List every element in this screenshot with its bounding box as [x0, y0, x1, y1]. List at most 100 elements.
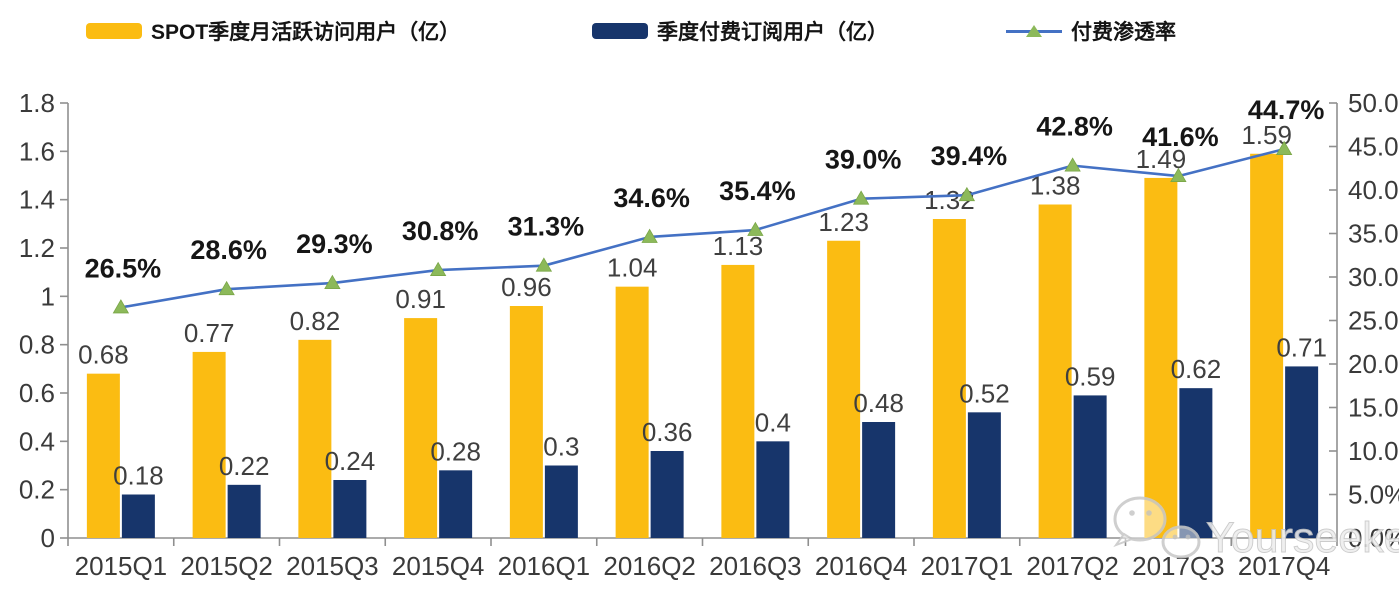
marker-penetration-2017Q1 [958, 186, 976, 202]
bar-mau-2016Q1 [509, 306, 543, 538]
right-axis-tick-label: 0.0% [1348, 523, 1399, 553]
bar-mau-2015Q1 [86, 373, 120, 538]
bar-subs-2017Q4 [1285, 366, 1319, 538]
label-penetration-2016Q3: 35.4% [719, 176, 796, 206]
label-subs-2017Q1: 0.52 [959, 378, 1010, 408]
marker-penetration-2015Q2 [218, 280, 235, 296]
x-axis-label-2017Q4: 2017Q4 [1238, 551, 1331, 581]
subs-swatch-icon [592, 23, 648, 39]
label-mau-2015Q3: 0.82 [290, 306, 341, 336]
label-subs-2016Q3: 0.4 [755, 407, 791, 437]
mau-swatch-icon [86, 23, 142, 39]
marker-penetration-2017Q2 [1064, 157, 1081, 172]
label-subs-2017Q3: 0.62 [1171, 354, 1222, 384]
x-axis-label-2015Q2: 2015Q2 [180, 551, 273, 581]
left-axis-tick-label: 0 [41, 523, 55, 553]
legend-item-penetration: 付费渗透率 [1006, 8, 1176, 54]
label-mau-2015Q2: 0.77 [184, 318, 235, 348]
right-axis-tick-label: 40.0% [1348, 175, 1399, 205]
left-axis-tick-label: 0.6 [19, 378, 55, 408]
label-penetration-2015Q4: 30.8% [402, 216, 479, 246]
wechat-icon-eye [1129, 510, 1135, 516]
label-subs-2016Q4: 0.48 [853, 388, 904, 418]
label-mau-2016Q4: 1.23 [818, 207, 869, 237]
x-axis-label-2015Q1: 2015Q1 [75, 551, 168, 581]
left-axis-tick-label: 1.2 [19, 233, 55, 263]
x-axis-label-2015Q4: 2015Q4 [392, 551, 485, 581]
label-penetration-2015Q2: 28.6% [190, 235, 267, 265]
wechat-icon [1113, 496, 1167, 542]
bar-subs-2015Q2 [227, 484, 261, 538]
label-mau-2016Q2: 1.04 [607, 253, 658, 283]
line-marker-icon [1006, 23, 1062, 39]
right-axis-tick-label: 10.0% [1348, 436, 1399, 466]
bar-mau-2015Q2 [192, 351, 226, 538]
label-penetration-2016Q4: 39.0% [825, 145, 902, 175]
label-subs-2015Q3: 0.24 [325, 446, 376, 476]
label-penetration-2016Q1: 31.3% [508, 212, 585, 242]
bar-mau-2016Q2 [615, 286, 649, 538]
triangle-marker-icon [1026, 25, 1042, 37]
marker-penetration-2016Q2 [641, 228, 658, 243]
marker-penetration-2015Q1 [112, 299, 130, 314]
label-subs-2016Q1: 0.3 [543, 432, 579, 462]
bar-subs-2016Q2 [650, 451, 684, 538]
marker-penetration-2017Q4 [1275, 140, 1293, 156]
x-axis-label-2016Q1: 2016Q1 [498, 551, 591, 581]
label-penetration-2015Q3: 29.3% [296, 229, 373, 259]
marker-penetration-2016Q3 [747, 221, 764, 236]
watermark: Yourseeker [1113, 496, 1399, 562]
label-subs-2017Q4: 0.71 [1276, 332, 1327, 362]
wechat-icon-eye [1146, 510, 1152, 516]
label-mau-2015Q1: 0.68 [78, 340, 129, 370]
right-axis-tick-label: 35.0% [1348, 219, 1399, 249]
label-penetration-2017Q3: 41.6% [1142, 122, 1219, 152]
marker-penetration-2016Q4 [852, 190, 870, 205]
label-subs-2015Q2: 0.22 [219, 451, 270, 481]
right-axis-tick-label: 50.0% [1348, 88, 1399, 118]
legend: SPOT季度月活跃访问用户（亿） 季度付费订阅用户（亿） 付费渗透率 [0, 8, 1399, 54]
right-axis-tick-label: 15.0% [1348, 393, 1399, 423]
bar-subs-2017Q2 [1073, 395, 1107, 538]
left-axis-tick-label: 0.4 [19, 426, 55, 456]
label-mau-2015Q4: 0.91 [395, 284, 446, 314]
bar-subs-2016Q4 [862, 422, 896, 538]
bar-subs-2016Q1 [544, 465, 578, 538]
label-subs-2016Q2: 0.36 [642, 417, 693, 447]
right-axis-tick-label: 25.0% [1348, 306, 1399, 336]
wechat-icon-tail [1113, 532, 1135, 548]
right-axis-tick-label: 20.0% [1348, 349, 1399, 379]
bar-subs-2017Q3 [1179, 388, 1213, 538]
x-axis-label-2016Q3: 2016Q3 [709, 551, 802, 581]
left-axis-tick-label: 1.8 [19, 88, 55, 118]
wechat-icon-eye [1185, 534, 1191, 540]
bar-subs-2017Q1 [967, 412, 1001, 538]
left-axis-tick-label: 1.6 [19, 136, 55, 166]
left-axis-tick-label: 1.4 [19, 185, 55, 215]
left-axis-tick-label: 0.2 [19, 475, 55, 505]
bar-mau-2015Q4 [404, 318, 438, 538]
label-penetration-2016Q2: 34.6% [613, 183, 690, 213]
x-axis-label-2016Q4: 2016Q4 [815, 551, 908, 581]
bar-mau-2017Q1 [932, 219, 966, 538]
bar-mau-2015Q3 [298, 339, 332, 538]
x-axis-label-2016Q2: 2016Q2 [603, 551, 696, 581]
legend-label-subs: 季度付费订阅用户（亿） [657, 21, 888, 44]
label-penetration-2017Q1: 39.4% [931, 141, 1008, 171]
bar-mau-2017Q4 [1250, 153, 1284, 538]
bar-subs-2015Q4 [439, 470, 473, 538]
label-mau-2016Q1: 0.96 [501, 272, 552, 302]
left-axis-tick-label: 0.8 [19, 330, 55, 360]
legend-label-mau: SPOT季度月活跃访问用户（亿） [151, 21, 461, 44]
label-subs-2015Q4: 0.28 [430, 436, 481, 466]
watermark-text: Yourseeker [1206, 514, 1399, 562]
x-axis-label-2017Q2: 2017Q2 [1026, 551, 1119, 581]
right-axis-tick-label: 5.0% [1348, 480, 1399, 510]
legend-item-subs: 季度付费订阅用户（亿） [592, 8, 888, 54]
penetration-line [120, 147, 1285, 309]
label-subs-2017Q2: 0.59 [1065, 361, 1116, 391]
bar-subs-2015Q1 [121, 494, 155, 538]
marker-penetration-2015Q4 [429, 261, 447, 276]
